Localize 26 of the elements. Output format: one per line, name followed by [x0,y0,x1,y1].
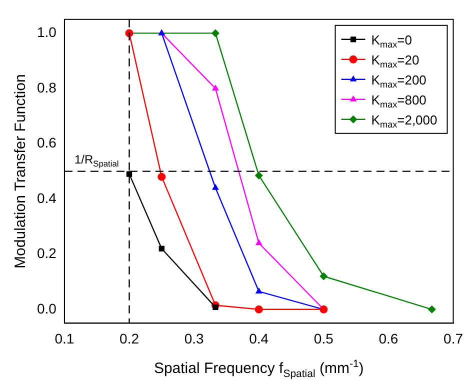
point [158,246,164,252]
x-tick-label: 0.6 [378,330,398,346]
y-tick-label: 0.0 [36,300,57,316]
y-tick-label: 0.2 [36,245,57,262]
y-tick-label: 0.8 [36,79,57,96]
point [212,184,219,190]
y-axis-title: Modulation Transfer Function [12,74,30,268]
x-tick-label: 0.3 [184,330,204,346]
x-tick-label: 0.1 [54,330,74,346]
point [212,304,218,310]
y-tick-label: 0.6 [36,134,57,151]
point [320,272,328,280]
point [428,305,436,314]
point [254,171,263,180]
x-tick-label: 0.5 [314,330,334,346]
point [255,287,262,294]
point [211,29,220,38]
y-tick-label: 1.0 [36,24,57,40]
y-tick-label: 0.4 [36,190,57,206]
x-tick-label: 0.4 [249,330,269,346]
x-tick-label: 0.2 [120,330,140,346]
point [212,84,219,90]
point [255,239,262,246]
point [158,172,166,181]
x-tick-label: 0.7 [444,330,464,346]
point [254,305,263,314]
